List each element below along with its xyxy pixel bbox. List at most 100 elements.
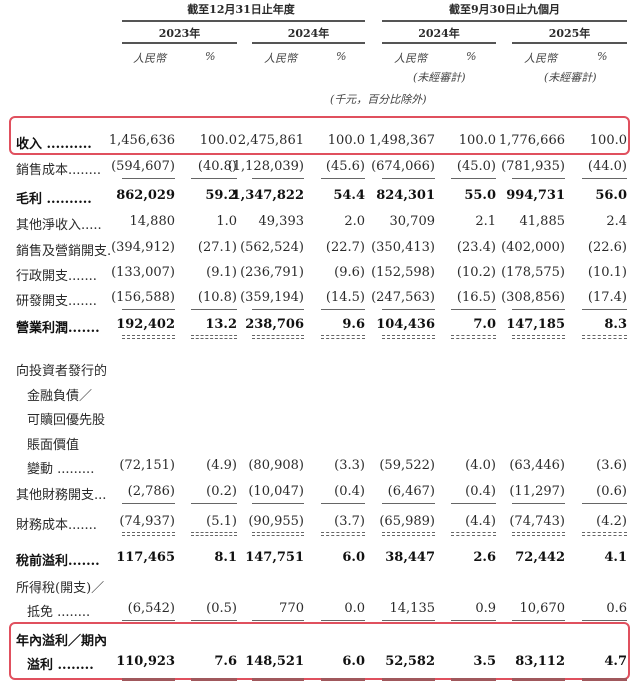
percent-cell: (40.8) [197,159,237,174]
percent-cell: 100.0 [199,133,237,148]
percent-cell: 8.1 [214,550,237,565]
amount-cell: (74,937) [119,514,175,529]
single-underline [382,503,435,504]
thick-red-underline [252,678,304,681]
amount-cell: (6,542) [127,601,175,616]
amount-cell: 52,582 [385,654,435,669]
row-label: 所得稅(開支)／ [16,580,105,596]
percent-cell: 2.0 [344,214,365,229]
single-underline [512,620,565,621]
single-underline [122,178,175,179]
amount-cell: (11,297) [509,484,565,499]
single-underline [451,620,496,621]
row-label: 毛利 .......... [16,192,92,207]
amount-cell: 147,185 [506,317,565,332]
amount-cell: (156,588) [111,290,175,305]
row-label: 銷售成本........ [16,163,102,178]
amount-cell: 192,402 [116,317,175,332]
percent-cell: 6.0 [342,654,365,669]
percent-cell: (10.8) [197,290,237,305]
percent-cell: (44.0) [587,159,627,174]
row-label: 向投資者發行的 [16,364,108,379]
percent-cell: 2.6 [473,550,496,565]
currency-label: 人民幣 [264,52,297,65]
period-header-nine-months: 截至9月30日止九個月 [449,3,560,16]
thick-red-underline [582,678,627,681]
single-underline [191,178,237,179]
amount-cell: 72,442 [515,550,565,565]
single-underline [252,503,304,504]
amount-cell: 148,521 [245,654,304,669]
percent-cell: (0.4) [334,484,365,499]
amount-cell: 83,112 [515,654,565,669]
single-underline [382,309,435,310]
percent-cell: 7.0 [473,317,496,332]
unaudited-label: (未經審計) [544,71,597,84]
amount-cell: (674,066) [371,159,435,174]
row-label: 抵免 ........ [27,605,91,620]
row-label: 財務成本....... [16,518,97,533]
percent-cell: 100.0 [589,133,627,148]
amount-cell: (63,446) [509,458,565,473]
percent-label: % [466,50,477,63]
single-underline [451,309,496,310]
year-header: 2024年 [287,27,330,40]
row-label: 溢利 ........ [27,658,94,673]
amount-cell: (359,194) [240,290,304,305]
amount-cell: (6,467) [387,484,435,499]
double-dashed-underline [382,532,435,536]
percent-cell: (14.5) [325,290,365,305]
amount-cell: 238,706 [245,317,304,332]
percent-cell: (5.1) [206,514,237,529]
percent-cell: 2.4 [606,214,627,229]
percent-cell: (27.1) [197,240,237,255]
double-dashed-underline [451,532,496,536]
thick-red-underline [191,678,237,681]
amount-cell: 41,885 [519,214,566,229]
amount-cell: (781,935) [501,159,565,174]
row-label: 行政開支....... [16,269,97,284]
thick-red-underline [512,678,565,681]
row-label: 其他淨收入..... [16,218,102,233]
double-dashed-underline [582,335,627,339]
amount-cell: (236,791) [240,265,304,280]
amount-cell: (10,047) [248,484,304,499]
header-rule [252,42,365,44]
amount-cell: (80,908) [248,458,304,473]
amount-cell: 770 [279,601,304,616]
amount-cell: (247,563) [371,290,435,305]
year-header: 2023年 [158,27,201,40]
amount-cell: (152,598) [371,265,435,280]
percent-cell: 100.0 [327,133,365,148]
single-underline [582,503,627,504]
percent-cell: 7.6 [214,654,237,669]
amount-cell: 1,456,636 [108,133,175,148]
double-dashed-underline [191,335,237,339]
row-label: 銷售及營銷開支. [16,244,112,259]
amount-cell: (74,743) [509,514,565,529]
single-underline [451,503,496,504]
double-dashed-underline [122,532,175,536]
header-rule [512,42,627,44]
row-label: 變動 ......... [27,462,95,477]
amount-cell: (90,955) [248,514,304,529]
percent-cell: (0.5) [206,601,237,616]
percent-cell: (9.6) [334,265,365,280]
row-label: 可贖回優先股 [27,413,106,428]
double-dashed-underline [582,532,627,536]
percent-label: % [597,50,608,63]
double-dashed-underline [382,335,435,339]
amount-cell: (1,128,039) [227,159,304,174]
single-underline [451,178,496,179]
amount-cell: 30,709 [389,214,436,229]
percent-cell: 6.0 [342,550,365,565]
row-label: 賬面價值 [27,437,80,453]
currency-label: 人民幣 [524,52,557,65]
double-dashed-underline [252,532,304,536]
amount-cell: 824,301 [376,188,435,203]
percent-cell: 13.2 [205,317,237,332]
header-rule [382,20,627,22]
highlight-box-revenue [9,116,630,155]
header-rule [122,42,237,44]
amount-cell: 1,498,367 [368,133,435,148]
